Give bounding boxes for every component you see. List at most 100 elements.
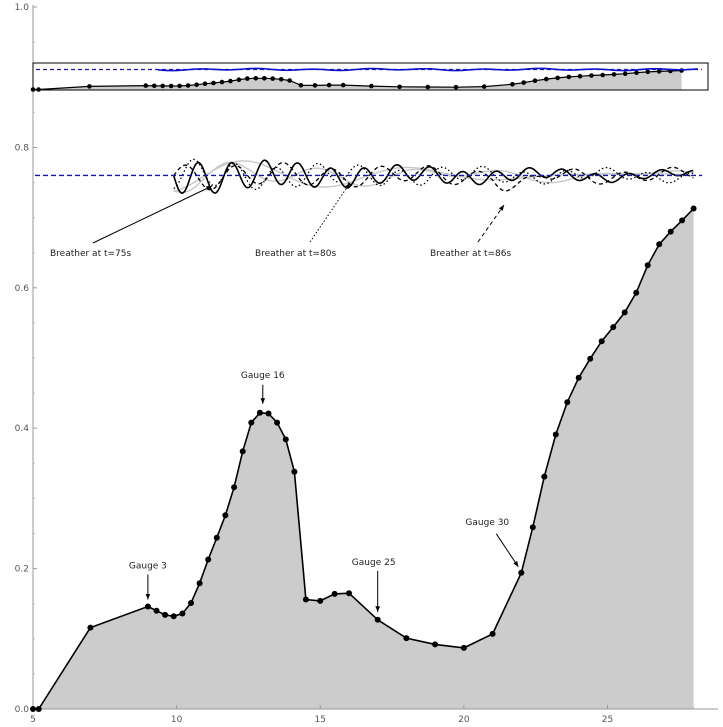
bathymetry-line xyxy=(33,207,695,710)
gauge-point xyxy=(633,289,640,296)
gauge-point xyxy=(331,590,338,597)
gauge-point xyxy=(153,607,160,614)
gauge-point xyxy=(317,597,324,604)
inset-profile-area xyxy=(33,70,682,90)
annotations: Breather at t=75s Breather at t=80s Breath… xyxy=(50,182,519,612)
gauge-point xyxy=(144,603,151,610)
gauge-point xyxy=(690,205,697,212)
gauge-point xyxy=(196,580,203,587)
breather-label: Breather at t=80s xyxy=(255,249,336,259)
gauge-point xyxy=(170,613,177,620)
gauge-point xyxy=(575,374,582,381)
gauge-point xyxy=(518,569,525,576)
x-tick-label: 20 xyxy=(458,715,470,725)
inset-gauge-point xyxy=(645,69,651,75)
y-tick-label: 0.2 xyxy=(15,565,29,575)
inset-gauge-point xyxy=(253,76,259,81)
gauge-point xyxy=(188,600,194,606)
inset-gauge-point xyxy=(177,83,182,89)
gauge-point xyxy=(35,706,42,712)
gauge-point xyxy=(656,241,663,248)
gauge-point xyxy=(598,338,605,345)
inset-gauge-point xyxy=(160,83,165,89)
y-tick-label: 0.6 xyxy=(15,284,30,294)
inset-gauge-point xyxy=(532,78,538,83)
inset-gauge-point xyxy=(143,83,149,88)
breather-background-trace xyxy=(173,161,693,194)
gauge-point xyxy=(205,556,212,563)
y-tick-label: 1.0 xyxy=(15,3,30,13)
gauge-point xyxy=(346,590,352,597)
x-tick-label: 5 xyxy=(30,715,36,725)
axes: 0.0 0.2 0.4 0.6 0.8 1.0 5 10 15 20 25 xyxy=(15,3,718,725)
inset-gauge-point xyxy=(194,82,199,87)
gauge-point xyxy=(274,419,281,426)
gauge-point xyxy=(374,616,381,623)
gauge-point xyxy=(179,610,186,617)
gauge-point xyxy=(587,355,594,362)
inset-gauge-point xyxy=(287,78,292,83)
gauge-point xyxy=(265,410,272,417)
gauge-point xyxy=(679,217,686,224)
breather-arrow-line xyxy=(477,204,505,243)
gauge-point xyxy=(302,596,309,603)
x-tick-label: 25 xyxy=(602,715,613,725)
inset-gauge-point xyxy=(236,77,242,82)
inset-gauge-point xyxy=(30,87,36,92)
breather-label: Breather at t=86s xyxy=(430,249,511,259)
inset-gauge-point xyxy=(622,71,628,76)
gauge-point xyxy=(213,534,220,541)
gauge-arrow-head xyxy=(260,398,266,404)
inset-gauge-point xyxy=(36,87,41,92)
gauge-arrow-head xyxy=(513,560,519,567)
inset-gauge-point xyxy=(87,84,92,89)
gauge-point xyxy=(231,484,238,491)
gauge-point xyxy=(541,473,548,480)
bathymetry-fill-layer xyxy=(33,208,694,709)
gauge-point xyxy=(667,228,674,235)
gauge-label: Gauge 3 xyxy=(129,562,167,572)
y-tick-label: 0.0 xyxy=(15,705,30,715)
inset-gauge-point xyxy=(168,83,174,89)
inset-gauge-point xyxy=(211,80,216,86)
inset-gauge-point xyxy=(544,76,549,82)
inset-gauge-point xyxy=(245,76,250,81)
inset-gauge-point xyxy=(219,79,225,85)
gauge-point xyxy=(610,324,617,331)
breather-curve-dotted xyxy=(173,158,694,191)
x-tick-label: 15 xyxy=(315,715,326,725)
inset-gauge-point xyxy=(453,84,459,90)
gauge-point xyxy=(282,436,289,443)
inset-gauge-point xyxy=(326,82,332,88)
bathymetry-area xyxy=(33,208,694,709)
gauge-point xyxy=(564,399,571,406)
inset-gauge-point xyxy=(555,75,560,81)
gauge-point xyxy=(256,409,263,416)
inset-panel xyxy=(30,62,709,92)
inset-gauge-point xyxy=(577,73,583,79)
gauge-label: Gauge 16 xyxy=(241,371,285,381)
gauge-point xyxy=(162,611,169,618)
gauge-point xyxy=(30,706,36,712)
gauge-point xyxy=(248,419,255,426)
inset-gauge-point xyxy=(521,80,526,85)
gauge-point xyxy=(460,644,467,651)
inset-gauge-point xyxy=(312,83,318,88)
y-tick-label: 0.8 xyxy=(15,143,30,153)
inset-gauge-point xyxy=(202,81,208,87)
gauge-label: Gauge 30 xyxy=(465,518,509,528)
gauge-point xyxy=(644,262,651,269)
gauge-arrow-head xyxy=(145,594,151,600)
breather-arrow-line xyxy=(309,182,351,243)
inset-gauge-point xyxy=(262,76,267,81)
gauge-point xyxy=(291,468,298,475)
gauge-point xyxy=(403,635,410,642)
breather-curves xyxy=(35,158,703,195)
inset-gauge-point xyxy=(566,74,572,80)
gauge-point xyxy=(432,641,439,648)
inset-gauge-point xyxy=(481,84,487,89)
inset-gauge-point xyxy=(228,78,233,84)
inset-gauge-point xyxy=(611,72,617,77)
inset-gauge-point xyxy=(278,77,284,82)
